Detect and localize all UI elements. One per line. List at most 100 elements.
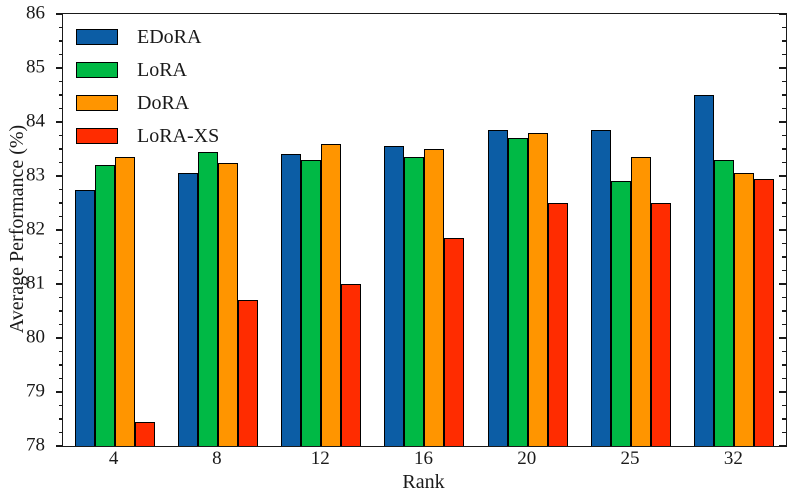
- minor-tick-left: [59, 296, 63, 299]
- legend-label-edora: EDoRA: [137, 26, 202, 48]
- y-tick-label: 80: [26, 326, 45, 348]
- bar-edora-rank-12: [281, 154, 302, 446]
- legend: EDoRA LoRA DoRA LoRA-XS: [76, 25, 219, 148]
- bar-lora-xs-rank-4: [134, 421, 155, 446]
- minor-tick-left: [59, 94, 63, 96]
- minor-tick-right: [782, 418, 786, 420]
- x-axis-label: Rank: [402, 471, 445, 493]
- minor-tick-right: [782, 40, 786, 42]
- y-tick-label: 82: [26, 218, 45, 240]
- minor-tick-right: [782, 404, 786, 407]
- bar-dora-rank-25: [631, 157, 652, 446]
- y-tick-label: 81: [26, 272, 45, 294]
- minor-tick-right: [782, 26, 786, 29]
- bar-edora-rank-32: [694, 95, 715, 446]
- legend-row-lora: LoRA: [76, 58, 219, 82]
- minor-tick-left: [59, 256, 63, 258]
- x-tick-labels: 4 8 12 16 20 25 32: [62, 449, 785, 468]
- bar-lora-xs-rank-20: [547, 203, 568, 446]
- x-tick-label-16: 16: [413, 448, 433, 469]
- bar-group-rank-12: [270, 14, 373, 446]
- minor-tick-right: [782, 269, 786, 272]
- major-tick-left: [56, 13, 63, 15]
- minor-tick-right: [782, 134, 786, 137]
- minor-tick-left: [59, 40, 63, 42]
- minor-tick-left: [59, 404, 63, 407]
- bar-group-rank-4: [63, 14, 166, 446]
- minor-tick-right: [782, 215, 786, 218]
- major-tick-right: [779, 175, 786, 177]
- minor-tick-left: [59, 323, 63, 326]
- major-tick-left: [56, 445, 63, 447]
- bar-lora-xs-rank-32: [754, 178, 775, 446]
- minor-tick-right: [782, 94, 786, 96]
- minor-tick-right: [782, 188, 786, 191]
- major-tick-right: [779, 121, 786, 123]
- bars-layer: [63, 14, 786, 446]
- minor-tick-right: [782, 364, 786, 366]
- x-tick-label-32: 32: [723, 448, 743, 469]
- bar-edora-rank-8: [177, 173, 198, 446]
- bar-edora-rank-4: [74, 189, 95, 446]
- minor-tick-left: [59, 215, 63, 218]
- minor-tick-right: [782, 256, 786, 258]
- minor-tick-right: [782, 80, 786, 83]
- minor-tick-left: [59, 26, 63, 29]
- legend-label-dora: DoRA: [137, 92, 190, 114]
- major-tick-right: [779, 283, 786, 285]
- minor-tick-right: [782, 310, 786, 312]
- minor-tick-left: [59, 148, 63, 150]
- bar-dora-rank-20: [527, 132, 548, 446]
- bar-group-rank-25: [579, 14, 682, 446]
- bar-dora-rank-4: [114, 157, 135, 446]
- minor-tick-right: [782, 377, 786, 380]
- legend-swatch-dora: [76, 95, 118, 111]
- bar-group-rank-20: [476, 14, 579, 446]
- bar-group-rank-16: [373, 14, 476, 446]
- bar-group-rank-8: [166, 14, 269, 446]
- x-tick-label-12: 12: [310, 448, 330, 469]
- major-tick-left: [56, 337, 63, 339]
- bar-lora-xs-rank-16: [444, 238, 465, 446]
- bar-edora-rank-25: [591, 130, 612, 446]
- y-tick-label: 84: [26, 110, 45, 132]
- bar-lora-rank-4: [94, 165, 115, 446]
- minor-tick-left: [59, 310, 63, 312]
- minor-tick-left: [59, 418, 63, 420]
- bar-lora-rank-25: [611, 181, 632, 446]
- minor-tick-right: [782, 202, 786, 204]
- minor-tick-left: [59, 80, 63, 83]
- minor-tick-left: [59, 107, 63, 110]
- major-tick-right: [779, 337, 786, 339]
- minor-tick-left: [59, 134, 63, 137]
- bar-dora-rank-8: [217, 162, 238, 446]
- bar-lora-rank-20: [507, 138, 528, 446]
- minor-tick-right: [782, 431, 786, 434]
- minor-tick-right: [782, 242, 786, 245]
- minor-tick-left: [59, 202, 63, 204]
- minor-tick-right: [782, 161, 786, 164]
- minor-tick-left: [59, 242, 63, 245]
- x-tick-label-20: 20: [517, 448, 537, 469]
- major-tick-right: [779, 67, 786, 69]
- y-tick-label: 79: [26, 380, 45, 402]
- bar-edora-rank-20: [487, 130, 508, 446]
- minor-tick-right: [782, 323, 786, 326]
- major-tick-right: [779, 13, 786, 15]
- y-tick-labels: 78 79 80 81 82 83 84 85 86: [0, 4, 54, 455]
- bar-lora-rank-32: [714, 159, 735, 446]
- minor-tick-right: [782, 296, 786, 299]
- bar-lora-xs-rank-25: [651, 203, 672, 446]
- bar-dora-rank-16: [424, 149, 445, 446]
- major-tick-right: [779, 391, 786, 393]
- minor-tick-right: [782, 107, 786, 110]
- legend-swatch-edora: [76, 29, 118, 45]
- major-tick-left: [56, 67, 63, 69]
- minor-tick-left: [59, 350, 63, 353]
- major-tick-left: [56, 391, 63, 393]
- minor-tick-left: [59, 269, 63, 272]
- bar-dora-rank-32: [734, 173, 755, 446]
- minor-tick-left: [59, 431, 63, 434]
- legend-label-lora-xs: LoRA-XS: [137, 125, 220, 147]
